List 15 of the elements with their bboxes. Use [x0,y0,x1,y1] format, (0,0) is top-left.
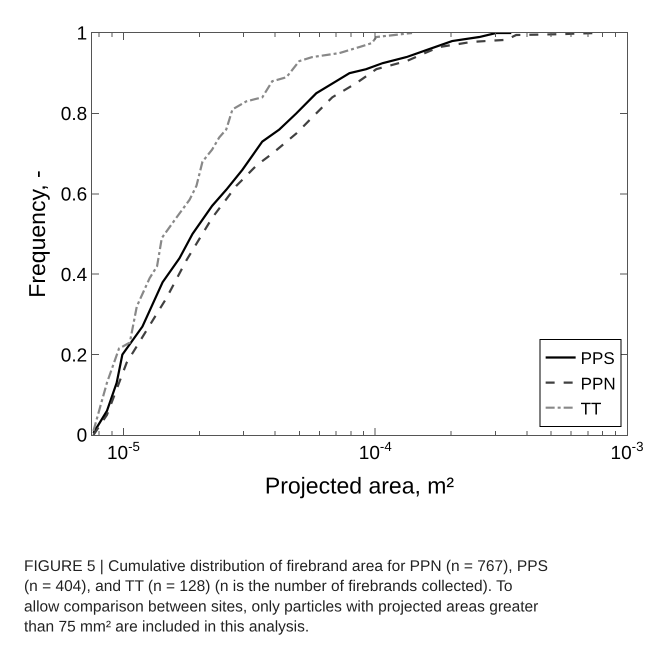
y-tick-label: 1 [76,24,88,45]
legend-label: PPS [580,349,615,368]
caption: FIGURE 5 | Cumulative distribution of firebrand area for PPN (n = 767), PPS (n = 404), and TT (n = 128) (n is the number of firebrands collected). To allow comparison between sites, only particles with projected areas greater than 75 mm² are included in this analysis. [24,558,548,636]
y-tick-label: 0.4 [60,264,88,286]
x-tick-label: 10$^{-4}$ [358,438,392,464]
legend-label: TT [580,399,602,418]
y-tick-label: 0.2 [60,345,88,366]
y-axis-title: Frequency, - [24,170,50,298]
y-tick-label: 0.6 [60,184,88,206]
y-tick-label: 0 [76,426,88,447]
x-axis-title: Projected area, m² [264,472,454,498]
x-tick-label: 10$^{-3}$ [610,438,644,464]
legend-label: PPN [580,374,616,394]
x-tick-label: 10$^{-5}$ [106,438,140,464]
y-tick-label: 0.8 [60,104,88,126]
